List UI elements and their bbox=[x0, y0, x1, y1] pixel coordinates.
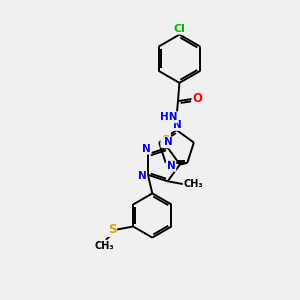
Text: N: N bbox=[164, 137, 173, 147]
Text: HN: HN bbox=[160, 112, 177, 122]
Text: Cl: Cl bbox=[173, 24, 185, 34]
Text: S: S bbox=[108, 223, 116, 236]
Text: CH₃: CH₃ bbox=[94, 241, 114, 251]
Text: N: N bbox=[138, 171, 146, 181]
Text: O: O bbox=[192, 92, 203, 105]
Text: S: S bbox=[161, 134, 170, 147]
Text: N: N bbox=[167, 161, 176, 171]
Text: N: N bbox=[142, 144, 151, 154]
Text: CH₃: CH₃ bbox=[184, 179, 203, 189]
Text: N: N bbox=[173, 120, 182, 130]
Text: HN: HN bbox=[160, 112, 177, 122]
